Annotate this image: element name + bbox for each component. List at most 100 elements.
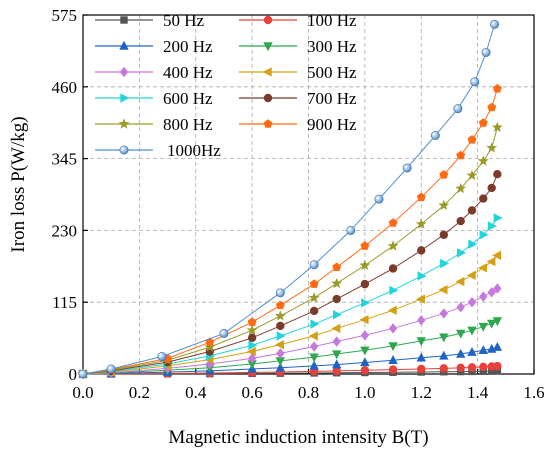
data-point [275,362,286,372]
x-tick-label: 0.8 [298,383,319,402]
legend-item: 300 Hz [239,37,357,56]
data-point [309,353,319,363]
data-point [309,360,319,370]
data-point [331,277,343,289]
data-point [275,339,285,350]
data-point [360,346,370,356]
data-point [359,259,371,270]
data-point [453,104,463,114]
data-point [467,206,477,215]
legend-item: 500 Hz [239,63,357,82]
data-point [456,363,465,373]
series-line [82,24,496,375]
data-point [478,322,488,332]
y-tick-label: 115 [52,293,77,312]
data-point [388,218,398,227]
data-point [360,279,370,289]
data-point [467,363,477,372]
data-point [387,305,397,316]
data-point [466,169,478,181]
legend-marker [263,42,273,52]
x-tick-label: 1.0 [354,383,375,402]
legend-marker [118,118,130,129]
data-point [493,283,502,294]
data-point [248,340,258,350]
data-point [332,366,341,376]
data-point [493,213,503,223]
data-point [388,365,398,374]
data-point [204,341,216,352]
legend-item: 50 Hz [95,11,205,30]
legend-item: 200 Hz [95,37,213,56]
data-point [487,183,496,193]
data-point [492,341,503,351]
data-point [417,271,427,281]
legend-label: 100 Hz [307,11,357,30]
data-point [247,333,257,342]
data-point [479,367,487,375]
data-point [417,315,426,326]
data-point [275,357,286,367]
data-point [457,248,466,258]
data-point [467,297,477,308]
x-tick-label: 0.4 [185,383,207,402]
data-point [359,314,369,325]
legend-label: 500 Hz [307,63,357,82]
data-point [332,262,342,272]
data-point [387,240,399,251]
data-point [456,216,465,226]
data-point [309,279,319,288]
legend-item: 900 Hz [239,115,357,134]
data-point [308,331,318,341]
data-point [309,341,319,352]
data-point [415,218,427,229]
series-8 [77,121,503,379]
data-point [439,170,449,179]
data-point [247,317,257,326]
data-point [332,336,341,347]
data-point [439,364,448,373]
data-point [309,306,319,316]
data-point [439,350,449,360]
data-point [481,47,491,57]
series-7 [78,170,502,379]
data-point [417,364,426,374]
legend-marker [263,15,273,25]
data-point [440,258,449,269]
data-point [491,121,503,132]
axis-ticks: 0.0 0.2 0.4 0.6 0.8 1.0 1.2 1.4 1.6 0 115 230 345 460… [52,6,545,402]
legend-marker [263,119,273,128]
x-axis-title: Magnetic induction intensity B(T) [168,427,428,448]
legend-marker [119,40,129,50]
legend-item: 400 Hz [95,63,213,82]
series-group [77,19,503,380]
data-point [360,241,370,250]
legend-marker [262,67,272,77]
data-point [470,77,480,87]
data-point [455,182,467,194]
data-point [487,102,497,112]
data-point [346,225,356,235]
data-point [331,359,342,369]
y-axis-title: Iron loss P(W/kg) [8,116,29,252]
data-point [479,362,488,372]
data-point [417,246,426,255]
data-point [467,135,477,144]
series-9 [78,83,502,378]
data-point [478,345,488,354]
data-point [106,364,116,374]
data-point [479,194,488,203]
data-point [492,317,503,327]
data-point [246,324,258,335]
data-point [486,256,496,267]
data-point [205,358,215,370]
y-tick-label: 0 [69,365,78,384]
data-point [467,346,477,356]
data-point [487,319,497,329]
legend-label: 200 Hz [163,37,213,56]
legend: 50 Hz 100 Hz 200 Hz 300 Hz 400 Hz 500 Hz 600 H… [95,11,357,160]
data-point [276,331,286,341]
legend-marker [120,16,128,24]
data-point [456,329,466,339]
